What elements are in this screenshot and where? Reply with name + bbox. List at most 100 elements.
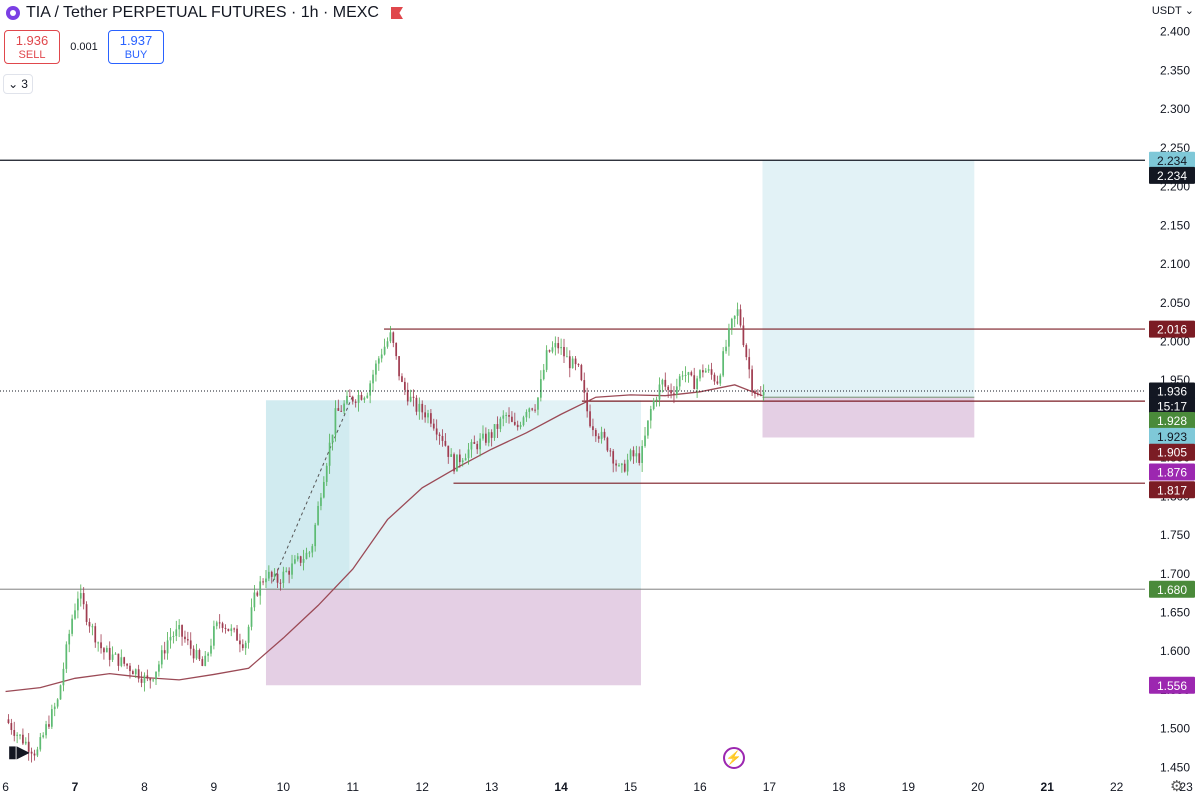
candle [91, 626, 94, 628]
candle [395, 342, 398, 357]
candle [276, 573, 279, 583]
candle [380, 354, 383, 359]
candle [490, 432, 493, 438]
candle [629, 450, 632, 460]
trend-line [272, 395, 354, 582]
candle [302, 558, 305, 563]
candle [730, 318, 733, 329]
candle [265, 578, 267, 583]
candle [670, 390, 672, 394]
candle [100, 642, 102, 649]
time-tick-label: 8 [141, 780, 148, 794]
candle [48, 724, 50, 727]
candle [152, 679, 154, 681]
candle [305, 552, 308, 559]
candle [757, 394, 759, 396]
candle [707, 369, 710, 371]
candle [566, 356, 568, 358]
candle [377, 358, 380, 364]
candle [320, 497, 322, 506]
candle [499, 418, 502, 429]
candle [160, 650, 163, 665]
ma-line [5, 384, 763, 693]
candle [386, 341, 389, 347]
candle [401, 376, 403, 382]
time-tick-label: 18 [832, 780, 846, 794]
candle [571, 358, 574, 369]
price-label-bg [1149, 481, 1195, 499]
chart-header: TIA / Tether PERPETUAL FUTURES · 1h · ME… [6, 3, 403, 23]
candle [259, 581, 262, 596]
candle [27, 741, 30, 752]
candle [678, 376, 681, 387]
candle [94, 626, 97, 643]
candle [406, 389, 409, 402]
candle [273, 573, 276, 577]
candle [322, 481, 325, 498]
candle [311, 546, 314, 553]
candle [722, 351, 725, 376]
candle [158, 664, 160, 672]
horizontal-lines [0, 159, 1145, 590]
candle [496, 424, 499, 429]
time-axis[interactable]: 6 7 8 9 10 11 12 13 14 15 16 17 18 19 20 21 22 23 [2, 780, 1193, 794]
lightning-icon[interactable]: ⚡ [723, 747, 745, 769]
price-label: 1.936 [1157, 385, 1187, 399]
candle [120, 657, 123, 666]
candle [560, 346, 562, 349]
candle [586, 392, 589, 412]
candle [59, 685, 62, 700]
candle [652, 400, 655, 409]
buy-price: 1.937 [119, 33, 153, 48]
symbol-title[interactable]: TIA / Tether PERPETUAL FUTURES · 1h · ME… [26, 4, 379, 21]
candle [68, 633, 71, 645]
price-label: 1.680 [1157, 583, 1187, 597]
candle [583, 380, 586, 393]
candle [351, 396, 354, 402]
candle [247, 626, 250, 643]
candle [230, 628, 233, 631]
price-tick-label: 2.350 [1160, 63, 1190, 77]
currency-selector[interactable]: USDT ⌄ [1152, 4, 1194, 18]
candle [314, 524, 317, 547]
candle [522, 417, 525, 426]
candle [383, 346, 386, 355]
candle [649, 408, 652, 421]
candle [7, 719, 10, 724]
stop-zone [762, 397, 975, 438]
candle [664, 379, 667, 387]
gear-icon[interactable]: ⚙ [1170, 778, 1184, 795]
candle [557, 343, 560, 349]
candle [218, 622, 221, 624]
buy-button[interactable]: 1.937 BUY [108, 30, 164, 64]
candle [74, 610, 76, 619]
candle [577, 364, 580, 366]
candle [236, 628, 238, 641]
candle [519, 425, 522, 428]
price-label-bg [1149, 427, 1195, 445]
candle [308, 552, 311, 554]
indicators-toggle[interactable]: ⌄ 3 [3, 74, 33, 94]
candle [71, 618, 73, 634]
candle [215, 622, 218, 627]
candle [612, 451, 615, 464]
candle [684, 374, 687, 376]
price-tick-label: 2.300 [1160, 102, 1190, 116]
candle [461, 460, 464, 463]
price-label-bg [1149, 166, 1195, 184]
candle [574, 358, 577, 365]
sell-button[interactable]: 1.936 SELL [4, 30, 60, 64]
flag-icon[interactable] [390, 7, 403, 19]
candle [88, 621, 91, 627]
candle [635, 453, 638, 457]
candle [412, 396, 415, 398]
price-tick-label: 2.250 [1160, 141, 1190, 155]
candle [508, 415, 510, 417]
candle [354, 401, 357, 403]
candle [696, 378, 698, 390]
candle [473, 442, 476, 444]
candle [733, 315, 736, 319]
candle [655, 399, 658, 401]
candle [340, 410, 343, 412]
